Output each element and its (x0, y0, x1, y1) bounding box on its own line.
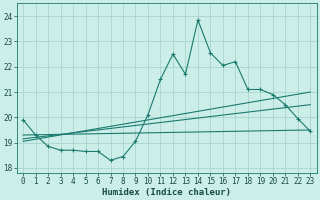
X-axis label: Humidex (Indice chaleur): Humidex (Indice chaleur) (102, 188, 231, 197)
